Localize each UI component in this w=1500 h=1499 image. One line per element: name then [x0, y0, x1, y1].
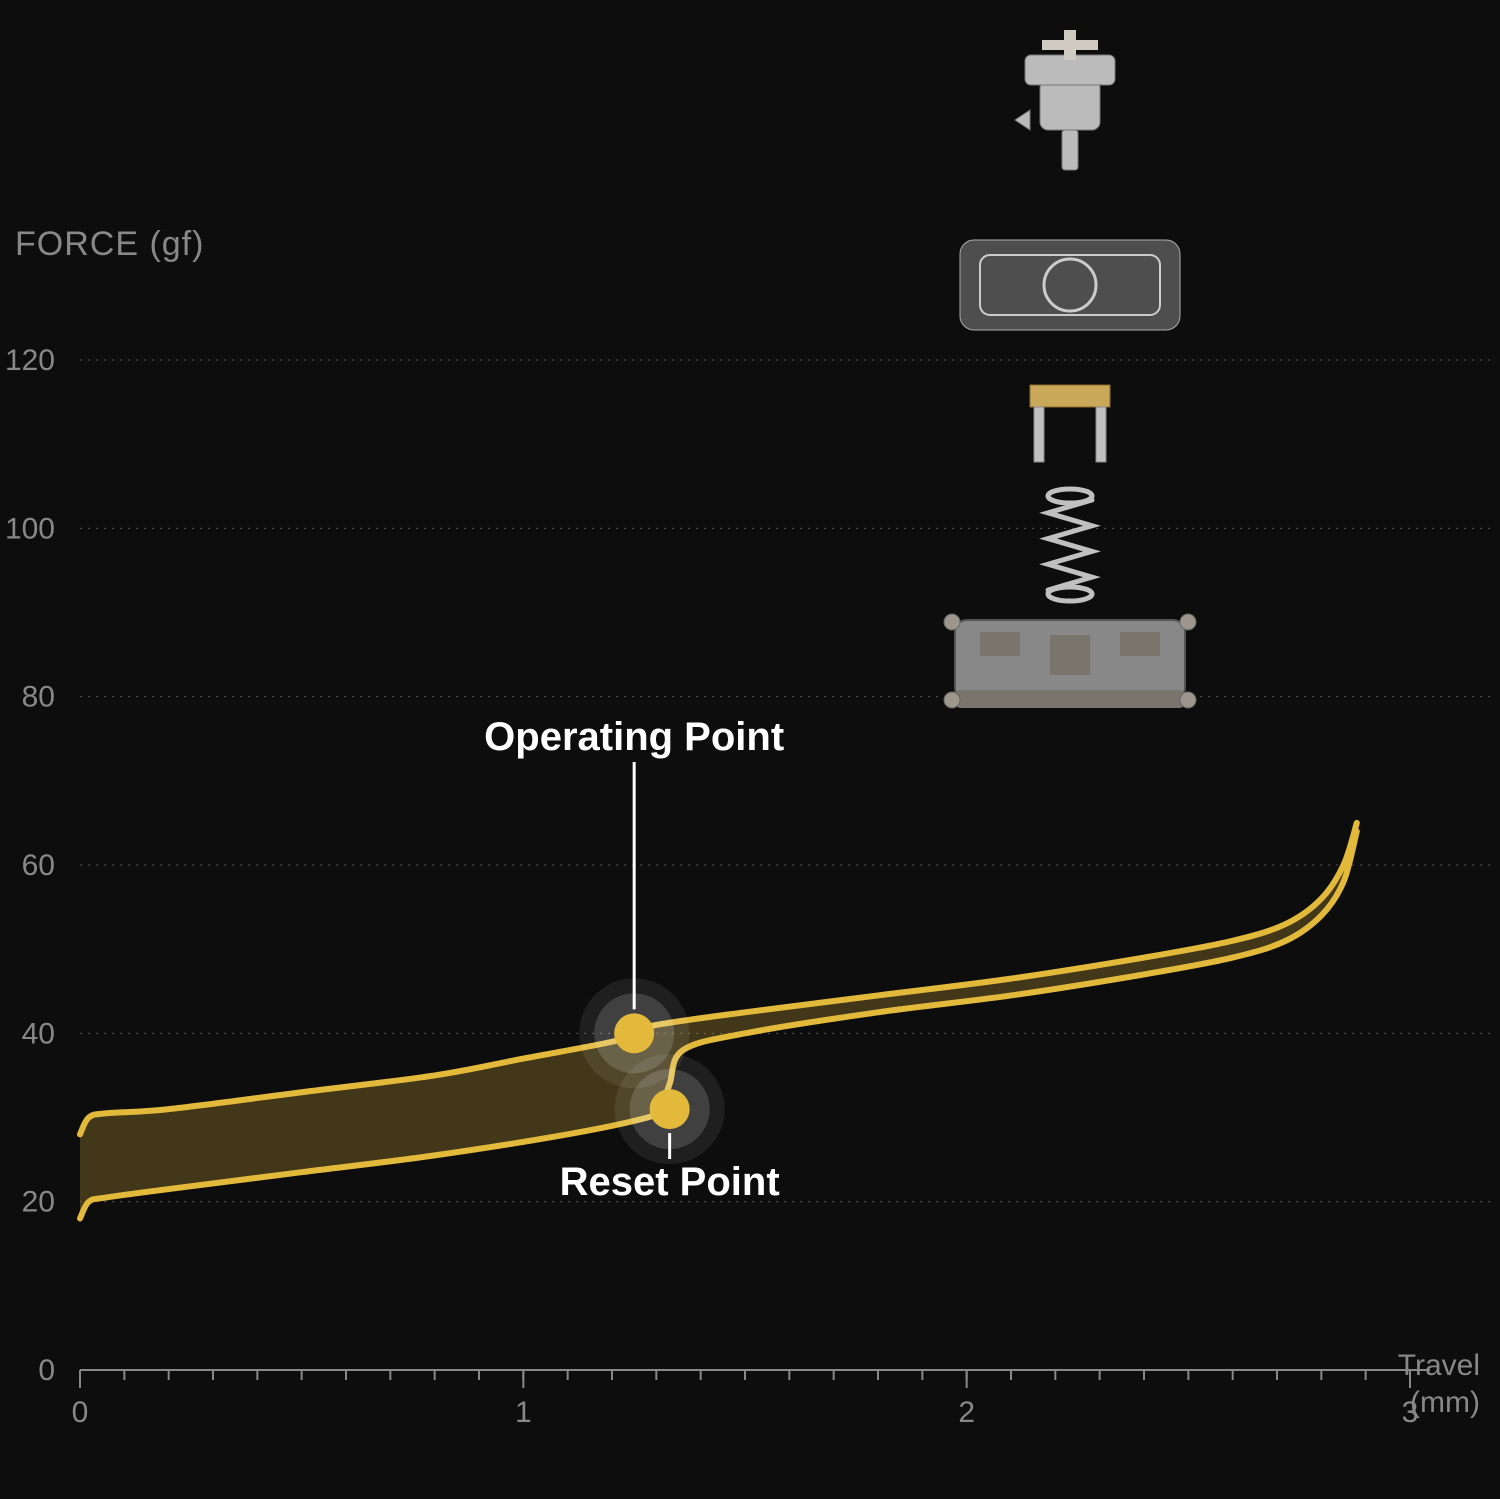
- y-tick-label: 40: [22, 1017, 55, 1050]
- y-tick-label: 100: [5, 512, 55, 545]
- y-tick-label: 80: [22, 681, 55, 714]
- x-tick-label: 2: [958, 1396, 975, 1429]
- x-tick-label: 0: [72, 1396, 89, 1429]
- reset-point-label: Reset Point: [560, 1160, 780, 1204]
- operating-point-marker: [614, 1013, 654, 1053]
- reset-point-marker: [650, 1089, 690, 1129]
- force-travel-chart: 0204060801001200123 Operating PointReset…: [0, 0, 1500, 1499]
- x-axis-title-line2: (mm): [1410, 1386, 1480, 1419]
- x-axis-title-line1: Travel: [1398, 1349, 1480, 1382]
- chart-svg: 0204060801001200123 Operating PointReset…: [0, 0, 1500, 1499]
- gridlines: [80, 360, 1490, 1202]
- y-tick-label: 120: [5, 344, 55, 377]
- operating-point-label: Operating Point: [484, 715, 784, 759]
- exploded-switch-graphic: [944, 30, 1196, 708]
- axes: 0204060801001200123: [5, 344, 1430, 1429]
- switch-top-housing: [960, 240, 1180, 330]
- x-tick-label: 1: [515, 1396, 532, 1429]
- y-tick-label: 60: [22, 849, 55, 882]
- switch-spring: [1048, 500, 1092, 590]
- y-axis-title: FORCE (gf): [15, 225, 204, 263]
- switch-stem: [1040, 80, 1100, 130]
- y-tick-label: 20: [22, 1186, 55, 1219]
- switch-leaf-contact: [1030, 385, 1110, 407]
- y-tick-label: 0: [38, 1354, 55, 1387]
